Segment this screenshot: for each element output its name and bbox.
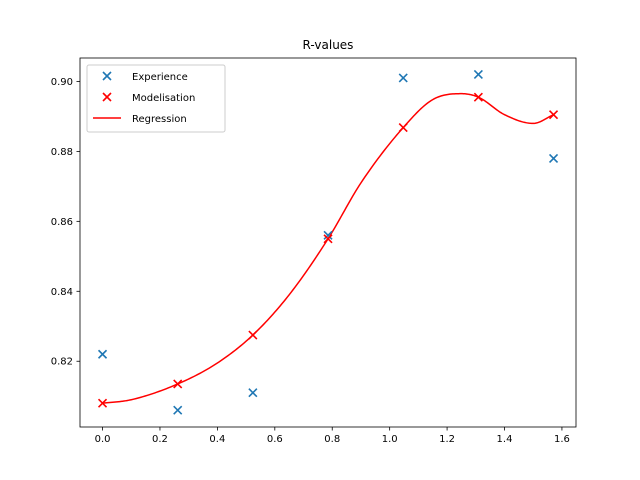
experience-point-stroke-b xyxy=(398,73,408,83)
experience-point xyxy=(473,69,483,80)
legend-label-modelisation: Modelisation xyxy=(132,93,195,104)
legend-marker-modelisation xyxy=(102,92,112,102)
x-tick-label: 1.4 xyxy=(497,434,513,445)
x-tick-label: 0.2 xyxy=(152,434,168,445)
x-tick-label: 0.0 xyxy=(95,434,111,445)
modelisation-point xyxy=(548,110,559,120)
y-tick-label: 0.90 xyxy=(51,77,73,88)
experience-point xyxy=(248,388,258,398)
y-tick-label: 0.88 xyxy=(51,147,73,158)
modelisation-point-stroke-b xyxy=(548,110,559,120)
modelisation-point-stroke-b xyxy=(323,234,333,244)
regression-line xyxy=(102,92,554,404)
x-tick-label: 0.4 xyxy=(209,434,225,445)
x-tick-label: 1.2 xyxy=(439,434,455,445)
legend-marker-experience-stroke-b xyxy=(102,71,112,81)
modelisation-point-stroke-b xyxy=(398,123,408,133)
plot-area xyxy=(97,69,559,415)
legend-marker-experience xyxy=(102,71,112,81)
modelisation-point-stroke-b xyxy=(248,330,258,340)
experience-point xyxy=(97,349,108,359)
plot-frame xyxy=(79,57,577,428)
experience-point xyxy=(323,230,333,240)
x-tick-label: 0.6 xyxy=(267,434,283,445)
experience-point xyxy=(548,153,559,163)
experience-point xyxy=(173,405,183,415)
modelisation-point xyxy=(97,398,108,408)
x-tick-label: 0.8 xyxy=(324,434,340,445)
x-tick-label: 1.0 xyxy=(382,434,398,445)
chart-title: R-values xyxy=(303,38,354,52)
experience-point xyxy=(398,73,408,83)
modelisation-point xyxy=(473,92,483,102)
legend-label-experience: Experience xyxy=(132,72,188,83)
legend-marker-modelisation-stroke-b xyxy=(102,92,112,102)
x-tick-label: 1.6 xyxy=(554,434,570,445)
modelisation-point xyxy=(398,123,408,133)
modelisation-point-stroke-b xyxy=(97,398,108,408)
modelisation-point xyxy=(248,330,258,340)
legend-label-regression: Regression xyxy=(132,114,187,125)
experience-point-stroke-b xyxy=(173,405,183,415)
experience-point-stroke-b xyxy=(323,230,333,240)
legend: Experience Modelisation Regression xyxy=(86,64,226,133)
modelisation-point-stroke-b xyxy=(473,92,483,102)
experience-point-stroke-b xyxy=(473,69,483,80)
experience-point-stroke-b xyxy=(548,153,559,163)
modelisation-point xyxy=(173,379,183,389)
y-tick-label: 0.82 xyxy=(51,357,73,368)
y-tick-label: 0.86 xyxy=(51,217,73,228)
experience-point-stroke-b xyxy=(97,349,108,359)
experience-point-stroke-b xyxy=(248,388,258,398)
legend-box xyxy=(86,64,226,133)
y-tick-label: 0.84 xyxy=(51,287,73,298)
modelisation-point-stroke-b xyxy=(173,379,183,389)
axes: 0.0 0.2 0.4 0.6 0.8 1.0 1.2 1.4 1.6 0.82 0.84 0.86 0… xyxy=(51,77,570,445)
modelisation-point xyxy=(323,234,333,244)
